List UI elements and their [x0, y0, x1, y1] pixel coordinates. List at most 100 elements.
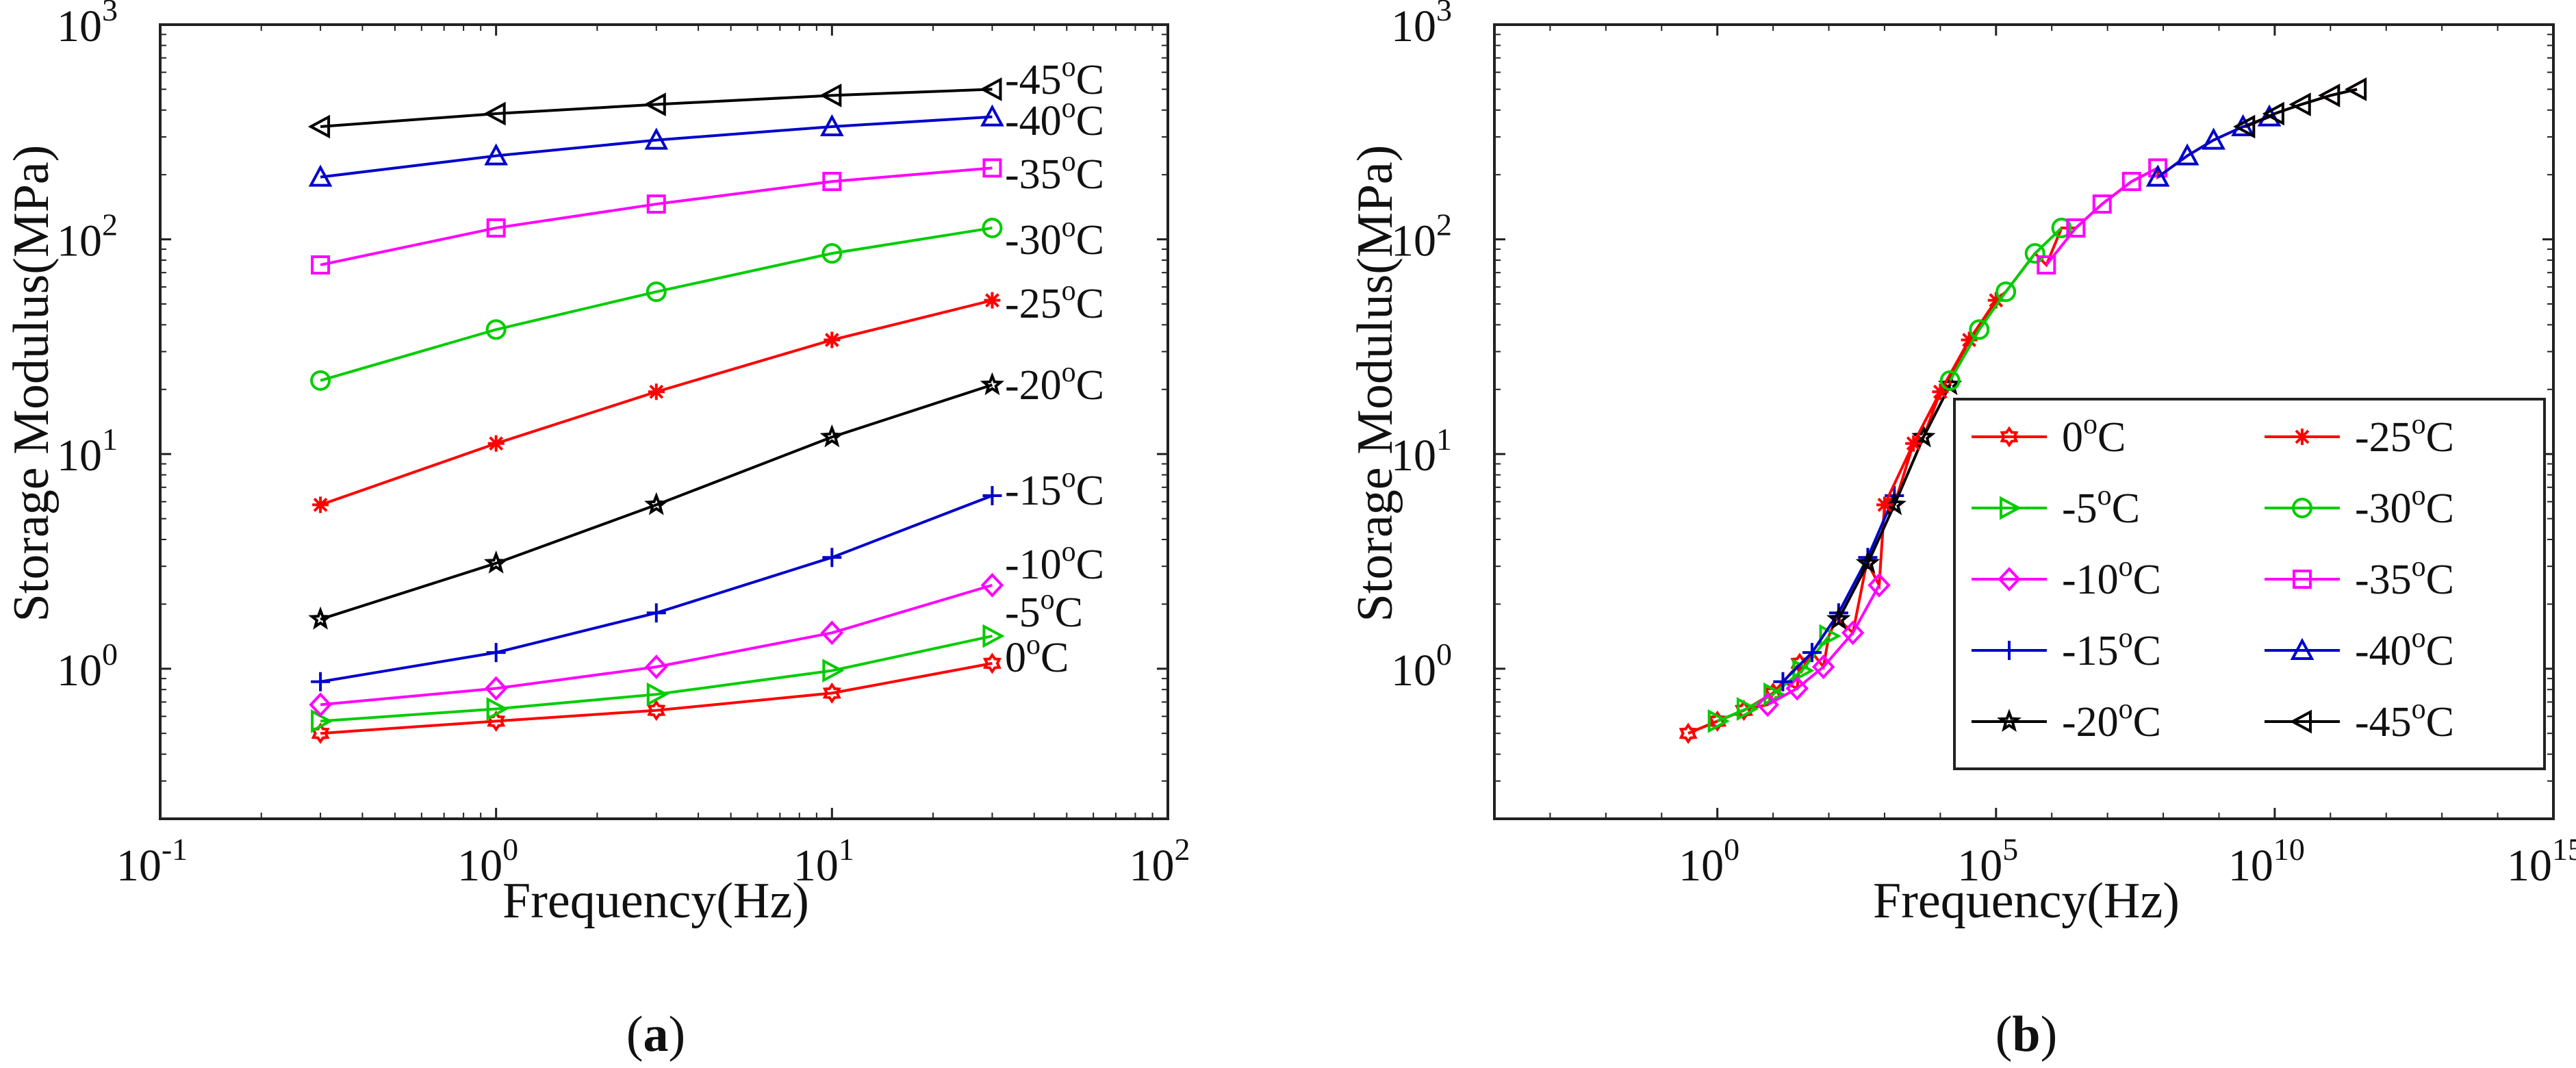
data-point — [2175, 143, 2199, 166]
legend-marker — [2294, 429, 2310, 445]
series--15 — [311, 485, 1002, 691]
data-point — [824, 331, 841, 348]
legend-label: -40oC — [2355, 622, 2454, 674]
y-tick-label: 102 — [57, 207, 118, 266]
data-point — [2121, 172, 2141, 192]
panel-a-xlabel: Frequency(Hz) — [502, 873, 809, 929]
series-line — [320, 88, 993, 128]
x-tick-label: 1015 — [2507, 832, 2576, 891]
legend-marker — [2000, 426, 2019, 448]
series-label--15: -15oC — [1005, 462, 1104, 514]
series-line — [320, 115, 993, 179]
data-point — [484, 143, 509, 166]
y-tick-label: 101 — [1391, 422, 1452, 481]
legend-entry--30: -30oC — [2265, 480, 2454, 532]
data-point — [1995, 281, 2017, 303]
data-point — [1707, 709, 1730, 733]
data-point — [646, 194, 666, 214]
legend-entry--40: -40oC — [2265, 622, 2454, 674]
series--45 — [307, 77, 1002, 139]
data-point — [980, 572, 1004, 598]
legend-entry--25: -25oC — [2265, 409, 2454, 461]
legend-label: -20oC — [2062, 694, 2161, 746]
legend-label: -30oC — [2355, 480, 2454, 532]
legend-label: -5oC — [2062, 480, 2140, 532]
data-point — [646, 682, 669, 707]
data-point — [644, 127, 669, 150]
data-point — [1785, 676, 1809, 701]
y-tick-label: 102 — [1391, 207, 1452, 266]
series--40 — [308, 104, 1004, 187]
data-point — [2024, 243, 2045, 264]
x-tick-label: 100 — [1679, 832, 1739, 891]
axes-frame — [159, 23, 1169, 820]
legend-marker — [1997, 709, 2022, 733]
series-line — [1837, 384, 1952, 620]
data-point — [820, 620, 844, 646]
x-tick-label: 105 — [1957, 832, 2018, 891]
panel-a: Frequency(Hz) Storage Modulus(MPa) (a) 1… — [3, 0, 1190, 1063]
legend-label: -15oC — [2062, 622, 2161, 674]
legend-label: 0oC — [2062, 409, 2126, 461]
series--35 — [2037, 158, 2168, 275]
panel-a-ylabel: Storage Modulus(MPa) — [3, 145, 60, 622]
data-point — [308, 606, 333, 630]
y-tick-label: 103 — [57, 0, 118, 51]
series--25 — [312, 292, 1001, 513]
data-point — [644, 492, 669, 516]
legend-marker — [2000, 641, 2019, 660]
data-point — [310, 370, 331, 391]
series--20 — [308, 372, 1005, 630]
panel-b-label: (b) — [1995, 1006, 2057, 1063]
data-point — [1773, 672, 1793, 691]
series-line — [320, 298, 993, 507]
axes-frame — [1493, 23, 2555, 820]
data-point — [2257, 104, 2282, 127]
data-point — [822, 659, 845, 683]
data-point — [647, 700, 666, 722]
series--25 — [1876, 292, 2004, 513]
series-line — [320, 635, 993, 723]
series--5 — [311, 624, 1005, 733]
data-point — [486, 218, 506, 238]
data-point — [822, 172, 842, 192]
data-point — [311, 255, 331, 275]
series-label--35: -35oC — [1005, 146, 1104, 198]
data-point — [982, 158, 1002, 178]
legend-label: -35oC — [2355, 551, 2454, 603]
series-line — [1767, 584, 1880, 707]
data-point — [483, 550, 509, 574]
data-point — [646, 281, 667, 303]
data-point — [980, 104, 1004, 127]
data-point — [1987, 292, 2004, 309]
series--10 — [1756, 572, 1891, 717]
data-point — [309, 692, 332, 717]
data-point — [2066, 218, 2086, 238]
legend-label: -45oC — [2355, 694, 2454, 746]
data-point — [984, 292, 1001, 309]
x-tick-label: 102 — [1130, 832, 1190, 891]
data-point — [312, 496, 329, 513]
series-label--5: -5oC — [1005, 584, 1083, 636]
data-point — [1932, 383, 1949, 400]
series--40 — [2145, 104, 2282, 187]
panel-b: Frequency(Hz) Storage Modulus(MPa) (b) 1… — [1347, 0, 2576, 1063]
x-tick-label: 1010 — [2228, 832, 2305, 891]
legend: 0oC -25oC -5oC -30oC -10oC -35oC -15oC -40oC -20… — [1953, 398, 2546, 770]
legend-box — [1953, 398, 2546, 770]
legend-entry-0: 0oC — [1972, 409, 2126, 461]
data-point — [483, 101, 506, 126]
x-tick-label: 101 — [793, 832, 854, 891]
series-label--10: -10oC — [1005, 536, 1104, 588]
data-point — [1905, 435, 1922, 452]
series-label--25: -25oC — [1005, 275, 1104, 327]
series--45 — [2233, 77, 2367, 139]
series-0 — [1679, 652, 1809, 744]
data-point — [308, 164, 333, 187]
data-point — [1819, 624, 1841, 648]
data-point — [980, 77, 1002, 101]
data-point — [2318, 84, 2341, 107]
data-point — [819, 84, 842, 107]
x-tick-label: 100 — [457, 832, 518, 891]
y-tick-label: 101 — [57, 422, 118, 481]
